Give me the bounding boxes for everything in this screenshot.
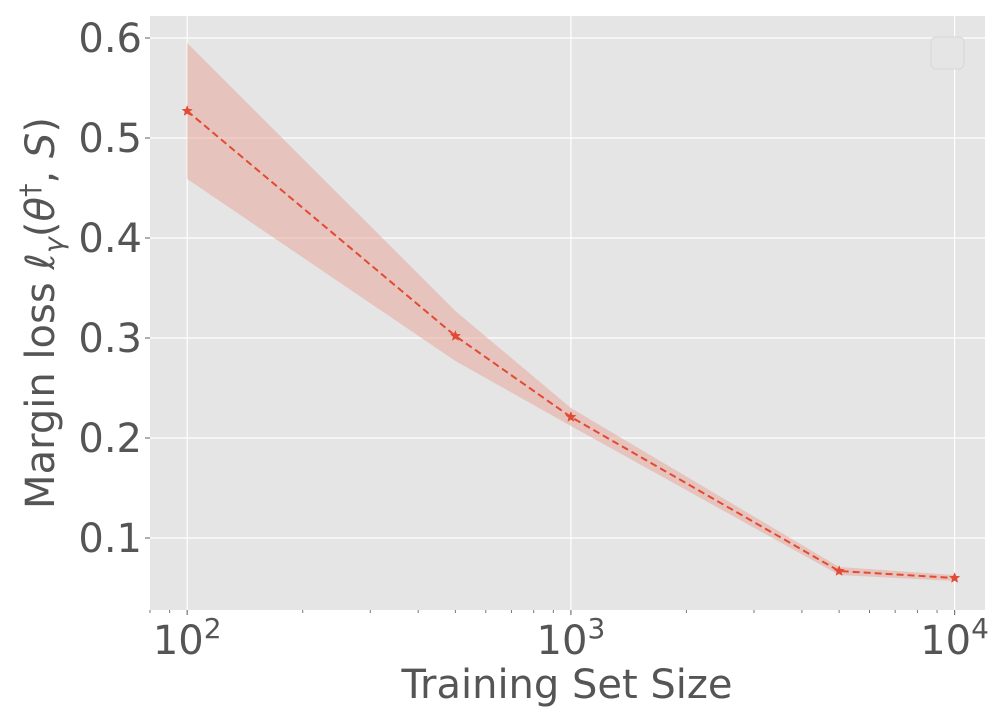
data-point-marker: [181, 105, 193, 116]
y-tick-labels: 0.1 0.2 0.3 0.4 0.5 0.6: [78, 16, 150, 562]
y-tick-label: 0.1: [78, 516, 142, 562]
y-tick-label: 0.5: [78, 116, 142, 162]
y-tick-label: 0.4: [78, 216, 142, 262]
y-tick-label: 0.2: [78, 416, 142, 462]
plot-background: [150, 16, 985, 610]
x-axis-label: Training Set Size: [400, 662, 732, 708]
data-point-marker: [565, 411, 577, 422]
x-tick-labels: 102 103 104: [153, 612, 989, 664]
y-tick-label: 0.3: [78, 316, 142, 362]
data-point-marker: [949, 572, 961, 583]
data-point-marker: [449, 330, 461, 341]
series-markers: [181, 105, 961, 583]
x-tick-label: 102: [153, 612, 222, 664]
series-line: [186, 110, 955, 579]
legend: [930, 36, 965, 70]
x-tick-label: 103: [537, 612, 606, 664]
y-tick-label: 0.6: [78, 16, 142, 62]
x-minor-ticks: [149, 610, 956, 615]
x-tick-label: 104: [920, 612, 989, 664]
data-point-marker: [833, 565, 845, 576]
y-axis-label: Margin loss ℓγ(θ†, S): [15, 117, 70, 509]
